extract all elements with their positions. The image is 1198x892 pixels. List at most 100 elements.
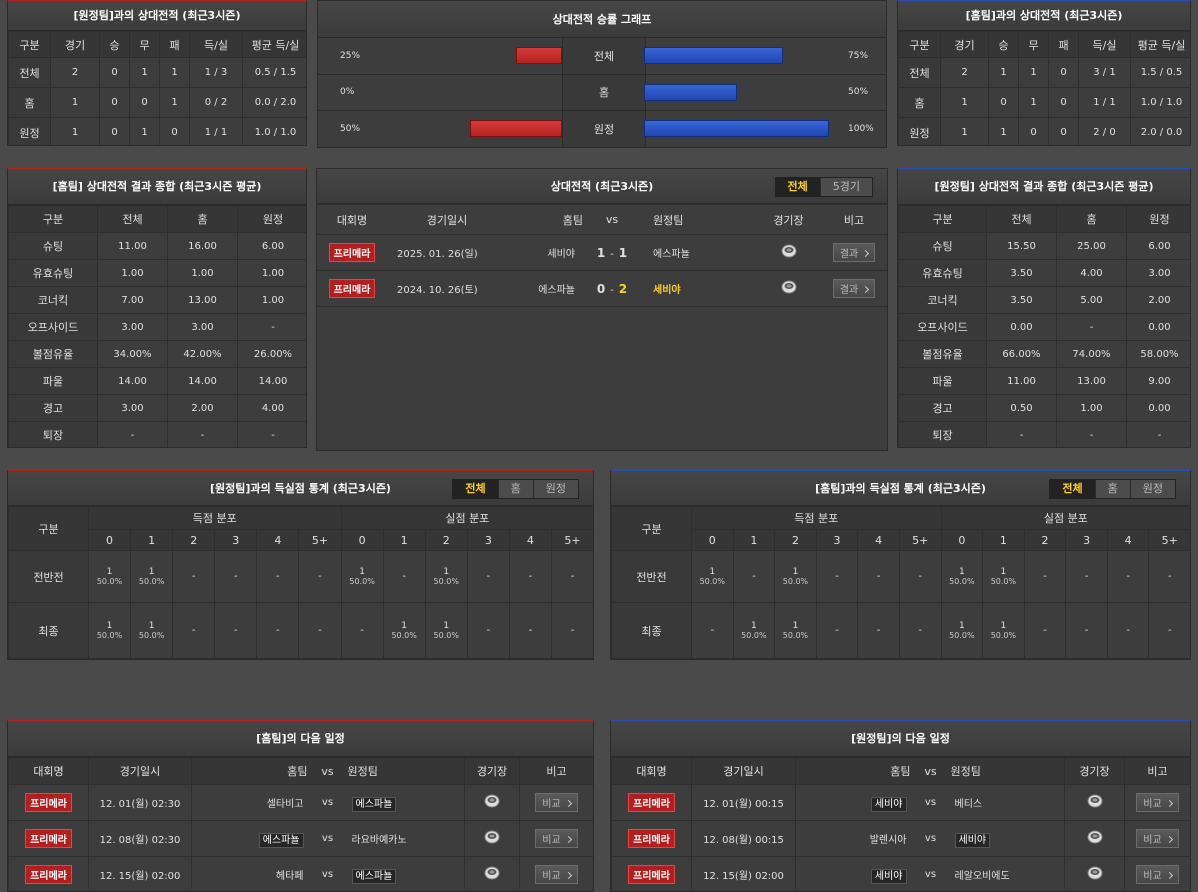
column-header: 득/실 <box>1078 31 1131 58</box>
stadium-cell <box>756 234 821 271</box>
table-cell: 홈 <box>898 87 941 118</box>
table-cell: 1.00 <box>237 286 306 314</box>
column-header: 원정팀 <box>942 757 1065 785</box>
table-cell: 1 <box>1018 87 1049 118</box>
goal-count: 1 <box>401 621 408 631</box>
schedule-row: 프리메라 12. 08(월) 00:15 발렌시아 vs 세비야 비교 <box>611 820 1190 857</box>
goal-share: 50.0% <box>96 631 123 640</box>
goal-share: 50.0% <box>741 631 767 640</box>
table-cell: 1 <box>159 57 190 88</box>
goal-cell: 1 50.0% <box>982 602 1025 659</box>
table-cell: 2 / 0 <box>1078 117 1131 145</box>
goal-cell: - <box>1148 602 1190 659</box>
date-cell: 2025. 01. 26(일) <box>387 234 507 271</box>
compare-button[interactable]: 비교 <box>535 865 578 884</box>
right-label: 75% <box>848 50 869 61</box>
compare-button[interactable]: 비교 <box>535 793 578 812</box>
score-dash: - <box>610 248 614 260</box>
table-cell: 14.00 <box>237 367 306 395</box>
goal-cell: - <box>732 550 776 603</box>
away-team: 라요바예카노 <box>351 835 407 846</box>
column-header: 원정팀 <box>637 204 756 235</box>
panel: [홈팀]의 다음 일정 대회명 경기일시 홈팀 vs 원정팀 경기장 비고 프리메라 12. 01… <box>7 720 594 892</box>
table-cell: 1 <box>50 87 100 118</box>
result-button[interactable]: 결과 <box>832 243 876 262</box>
goal-cell: 1 50.0% <box>87 602 132 659</box>
goal-cell: 1 50.0% <box>424 550 468 603</box>
table-row: 파울 14.00 14.00 14.00 <box>8 367 306 395</box>
schedule-row: 프리메라 12. 08(월) 02:30 에스파뇰 vs 라요바예카노 비교 <box>8 820 593 857</box>
goal-cell: - <box>466 602 510 659</box>
table-cell: 0 <box>1048 87 1079 118</box>
goal-cell: 1 50.0% <box>424 602 468 659</box>
goal-share: 50.0% <box>433 631 459 640</box>
home-team: 헤타페 <box>275 871 304 882</box>
home-score: 1 <box>596 245 606 260</box>
table-cell: 9.00 <box>1126 367 1190 395</box>
table-cell: 1 <box>50 117 100 145</box>
vs-cell: vs <box>918 784 943 821</box>
tab[interactable]: 원정 <box>532 480 578 498</box>
row-label: 최종 <box>8 602 89 659</box>
tab[interactable]: 전체 <box>775 178 820 196</box>
goal-count: 1 <box>751 621 757 631</box>
header-row: 대회명 경기일시 홈팀 vs 원정팀 경기장 비고 <box>317 204 887 235</box>
table-cell: 0 <box>1048 117 1079 145</box>
table-cell: 1.0 / 1.0 <box>1130 87 1190 118</box>
league-cell: 프리메라 <box>8 784 89 821</box>
stadium-cell <box>1064 856 1125 891</box>
group-row: 구분 득점 분포 실점 분포 <box>611 506 1190 551</box>
result-button[interactable]: 결과 <box>832 279 876 298</box>
table-cell: 유효슈팅 <box>8 259 98 287</box>
panel: [홈팀]과의 상대전적 (최근3시즌) 구분 경기 승 무 패 득/실 평균 득/실 전체 2 1 1… <box>897 0 1191 146</box>
column-header: 3 <box>466 529 510 551</box>
column-header: 평균 득/실 <box>242 31 306 58</box>
goal-cell: - <box>1065 602 1108 659</box>
away-team: 레알오비에도 <box>954 871 1010 882</box>
table-cell: 13.00 <box>167 286 238 314</box>
away-cell: 레알오비에도 <box>942 856 1065 891</box>
column-header: 5+ <box>298 529 342 551</box>
goal-cell: - <box>466 550 510 603</box>
tab[interactable]: 전체 <box>1050 480 1095 498</box>
score-cell: 1-1 <box>587 234 637 271</box>
column-header: 경기일시 <box>691 757 796 785</box>
tab[interactable]: 5경기 <box>819 178 872 196</box>
compare-button[interactable]: 비교 <box>1136 829 1179 848</box>
compare-button[interactable]: 비교 <box>535 829 578 848</box>
goal-cell: 1 50.0% <box>691 550 734 603</box>
table-cell: 경고 <box>898 394 987 422</box>
date-cell: 12. 01(월) 02:30 <box>88 784 192 821</box>
stadium-cell <box>1064 784 1125 821</box>
column-row: 0 1 2 3 4 5+ 0 1 2 3 4 5+ <box>612 529 1190 551</box>
goal-row: 전반전 1 50.0% -1 50.0% - - -1 50.0% 1 50.0% - - - - <box>611 550 1190 603</box>
league-cell: 프리메라 <box>317 234 387 271</box>
row-label: 전반전 <box>611 550 692 603</box>
tab[interactable]: 전체 <box>453 480 498 498</box>
table-cell: 홈 <box>8 87 51 118</box>
league-badge: 프리메라 <box>628 865 675 884</box>
panel: [원정팀] 상대전적 결과 종합 (최근3시즌 평균) 구분 전체 홈 원정 슈팅 15.5… <box>897 168 1191 448</box>
tab[interactable]: 원정 <box>1129 480 1175 498</box>
goal-count: 1 <box>792 621 799 631</box>
tab[interactable]: 홈 <box>497 480 533 498</box>
column-header: 비고 <box>519 757 593 785</box>
tab[interactable]: 홈 <box>1094 480 1130 498</box>
score-cell: 0-2 <box>587 270 637 307</box>
home-cell: 세비야 <box>795 784 919 821</box>
column-header: 평균 득/실 <box>1130 31 1190 58</box>
away-cell: 에스파뇰 <box>637 234 756 271</box>
match-row: 프리메라 2024. 10. 26(토) 에스파뇰 0-2 세비야 결과 <box>317 270 887 307</box>
goal-cell: 1 50.0% <box>982 550 1025 603</box>
column-header: 4 <box>1106 529 1150 551</box>
match-row: 프리메라 2025. 01. 26(일) 세비야 1-1 에스파뇰 결과 <box>317 234 887 271</box>
table-cell: 코너킥 <box>8 286 98 314</box>
goal-share: 50.0% <box>949 577 975 586</box>
away-team: 세비야 <box>954 833 991 848</box>
compare-button[interactable]: 비교 <box>1136 865 1179 884</box>
compare-button[interactable]: 비교 <box>1136 793 1179 812</box>
goal-count: 1 <box>106 621 113 631</box>
goal-cell: - <box>1106 550 1150 603</box>
table-cell: 0 <box>988 87 1019 118</box>
